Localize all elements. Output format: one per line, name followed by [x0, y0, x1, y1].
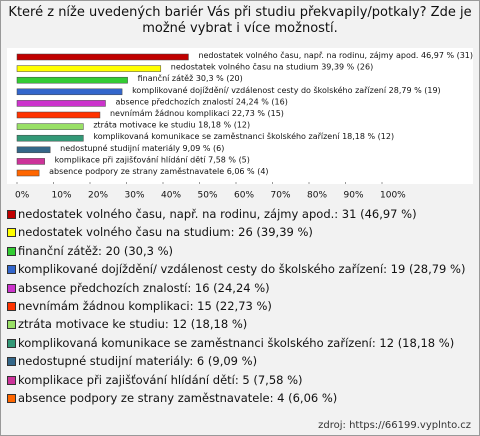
legend-label: komplikované dojíždění/ vzdálenost cesty… — [18, 262, 466, 277]
bar — [16, 100, 106, 107]
legend-swatch — [7, 338, 16, 348]
value-label: 18,18 % (12) — [198, 120, 250, 129]
legend-swatch — [7, 283, 16, 293]
legend-swatch — [7, 375, 16, 385]
legend-label: finanční zátěž: 20 (30,3 %) — [18, 243, 174, 258]
x-tick-label: 90% — [344, 191, 364, 201]
legend-entry: nevnímám žádnou komplikaci: 15 (22,73 %) — [6, 299, 472, 314]
bar — [16, 169, 40, 177]
source: zdroj: https://66199.vyplnto.cz — [318, 420, 471, 431]
x-tick-label: 0% — [15, 191, 30, 201]
bar-label: nedostatek volného času na studium 39,39… — [171, 61, 373, 71]
bar-label: komplikované dojíždění/ vzdálenost cesty… — [132, 84, 441, 94]
chart-title: Které z níže uvedených bariér Vás při st… — [8, 5, 472, 36]
legend-entry: ztráta motivace ke studiu: 12 (18,18 %) — [6, 317, 472, 332]
legend-entry: komplikované dojíždění/ vzdálenost cesty… — [6, 262, 472, 277]
x-tick-label: 50% — [198, 191, 218, 201]
value-label: 24,24 % (16) — [236, 97, 288, 106]
bar — [16, 111, 101, 119]
bar — [16, 134, 84, 142]
x-tick-label: 30% — [125, 191, 145, 201]
bar-label: ztráta motivace ke studiu 18,18 % (12) — [93, 120, 250, 129]
value-label: 28,79 % (19) — [389, 85, 441, 94]
bar — [16, 146, 51, 154]
bar — [16, 65, 162, 72]
bar — [16, 123, 84, 130]
bar-label: nedostatek volného času, např. na rodinu… — [198, 50, 473, 60]
legend-entry: absence podpory ze strany zaměstnavatele… — [6, 391, 472, 406]
bar-category: komplikované dojíždění/ vzdálenost cesty… — [132, 84, 387, 94]
legend-label: komplikovaná komunikace se zaměstnanci š… — [18, 335, 455, 350]
bar-label: nedostupné studijní materiály 9,09 % (6) — [60, 142, 224, 152]
legend-swatch — [7, 301, 16, 311]
bar-label: nevnímám žádnou komplikaci 22,73 % (15) — [110, 109, 284, 118]
legend-entry: komplikovaná komunikace se zaměstnanci š… — [6, 336, 472, 351]
legend-entry: nedostatek volného času na studium: 26 (… — [6, 225, 472, 240]
legend-swatch — [7, 228, 16, 238]
value-label: 18,18 % (12) — [342, 132, 394, 141]
legend-swatch — [7, 393, 16, 403]
bar — [16, 53, 189, 61]
legend-swatch — [7, 265, 16, 275]
legend-label: ztráta motivace ke studiu: 12 (18,18 %) — [18, 317, 248, 332]
bar-category: komplikovaná komunikace se zaměstnanci š… — [93, 131, 340, 141]
bar — [16, 76, 128, 84]
legend-entry: nedostatek volného času, např. na rodinu… — [6, 207, 472, 222]
legend: nedostatek volného času, např. na rodinu… — [6, 207, 472, 409]
legend-entry: absence předchozích znalostí: 16 (24,24 … — [6, 281, 472, 296]
x-tick-label: 20% — [88, 191, 108, 201]
x-tick-label: 60% — [234, 191, 254, 201]
legend-swatch — [7, 357, 16, 367]
legend-entry: komplikace při zajišťování hlídání dětí:… — [6, 373, 472, 388]
legend-entry: finanční zátěž: 20 (30,3 %) — [6, 244, 472, 259]
legend-label: komplikace při zajišťování hlídání dětí:… — [18, 372, 303, 387]
bar-category: finanční zátěž — [138, 73, 194, 83]
legend-label: absence předchozích znalostí: 16 (24,24 … — [18, 280, 270, 295]
bar-category: nevnímám žádnou komplikaci — [110, 109, 229, 118]
bar-label: absence podpory ze strany zaměstnavatele… — [49, 167, 268, 176]
bar-category: nedostatek volného času na studium — [171, 61, 319, 71]
bar-label: finanční zátěž 30,3 % (20) — [138, 73, 243, 83]
legend-entry: nedostupné studijní materiály: 6 (9,09 %… — [6, 354, 472, 369]
bar-category: komplikace při zajišťování hlídání dětí — [55, 154, 207, 164]
legend-label: nevnímám žádnou komplikaci: 15 (22,73 %) — [18, 298, 272, 313]
value-label: 6,06 % (4) — [227, 167, 269, 176]
value-label: 9,09 % (6) — [183, 143, 225, 152]
value-label: 22,73 % (15) — [232, 109, 284, 118]
x-tick-label: 70% — [271, 191, 291, 201]
legend-swatch — [7, 246, 16, 256]
value-label: 46,97 % (31) — [421, 51, 473, 60]
x-tick-label: 100% — [380, 191, 406, 201]
legend-swatch — [7, 320, 16, 330]
plot: 0% 10% 20% 30% 40% 50% 60% 70% 80% 90% 100% nedosta… — [7, 48, 473, 201]
x-tick-label: 80% — [307, 191, 327, 201]
bar-category: absence předchozích znalostí — [115, 97, 234, 106]
bar-label: komplikovaná komunikace se zaměstnanci š… — [93, 131, 394, 141]
value-label: 30,3 % (20) — [196, 74, 243, 83]
bar-category: ztráta motivace ke studiu — [93, 120, 195, 129]
value-label: 7,58 % (5) — [208, 155, 250, 164]
value-label: 39,39 % (26) — [321, 62, 373, 71]
bar — [16, 158, 45, 165]
legend-swatch — [7, 210, 16, 219]
bar-label: absence předchozích znalostí 24,24 % (16… — [115, 97, 287, 106]
legend-label: nedostatek volného času na studium: 26 (… — [18, 225, 313, 240]
legend-label: absence podpory ze strany zaměstnavatele… — [18, 390, 338, 405]
bar-label: komplikace při zajišťování hlídání dětí … — [55, 154, 250, 164]
bar-category: nedostupné studijní materiály — [60, 142, 180, 152]
legend-label: nedostupné studijní materiály: 6 (9,09 %… — [18, 354, 258, 369]
bar-category: absence podpory ze strany zaměstnavatele — [49, 167, 224, 176]
bar — [16, 88, 123, 96]
legend-label: nedostatek volného času, např. na rodinu… — [18, 207, 417, 221]
bar-category: nedostatek volného času, např. na rodinu… — [198, 50, 418, 60]
x-tick-label: 40% — [161, 191, 181, 201]
x-tick-label: 10% — [52, 191, 72, 201]
